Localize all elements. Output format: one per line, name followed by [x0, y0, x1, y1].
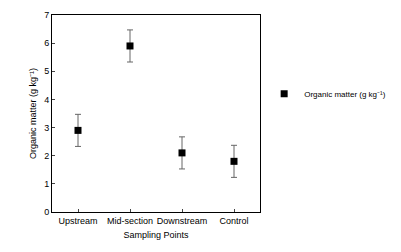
svg-text:6: 6 [44, 38, 49, 48]
svg-text:3: 3 [44, 123, 49, 133]
svg-text:4: 4 [44, 95, 49, 105]
svg-text:5: 5 [44, 66, 49, 76]
svg-text:Mid-section: Mid-section [107, 216, 153, 226]
svg-text:Control: Control [219, 216, 248, 226]
svg-text:Sampling Points: Sampling Points [123, 230, 189, 240]
svg-text:Upstream: Upstream [58, 216, 97, 226]
svg-text:Organic matter (g kg⁻¹): Organic matter (g kg⁻¹) [304, 90, 386, 99]
svg-text:1: 1 [44, 179, 49, 189]
svg-text:0: 0 [44, 207, 49, 217]
svg-text:7: 7 [44, 10, 49, 20]
svg-text:Downstream: Downstream [157, 216, 208, 226]
svg-text:2: 2 [44, 151, 49, 161]
svg-text:Organic matter (g kg⁻¹): Organic matter (g kg⁻¹) [28, 68, 38, 159]
